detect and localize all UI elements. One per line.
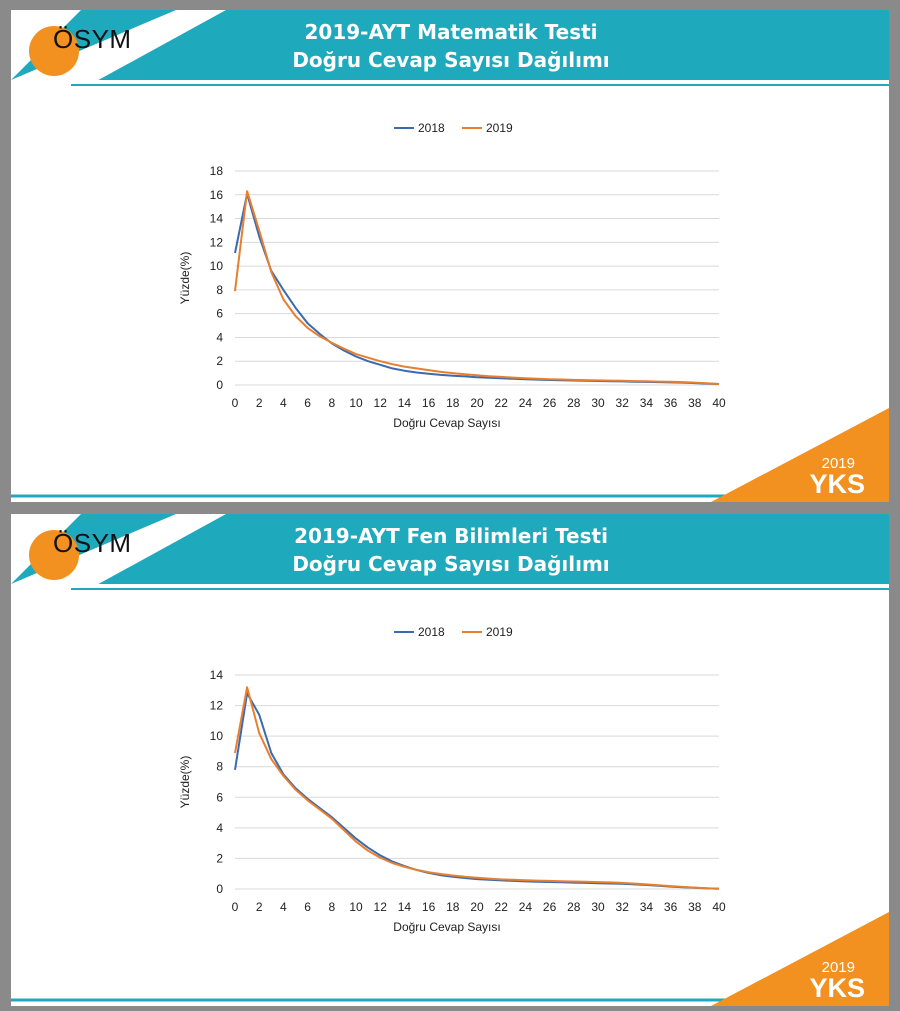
- y-tick-label: 4: [216, 821, 223, 835]
- x-tick-label: 26: [543, 900, 557, 914]
- x-tick-label: 14: [398, 396, 412, 410]
- x-tick-label: 34: [640, 396, 654, 410]
- osym-logo-circle: [29, 530, 79, 580]
- x-tick-label: 36: [664, 396, 678, 410]
- y-tick-label: 2: [216, 851, 223, 865]
- x-tick-label: 18: [446, 900, 460, 914]
- y-tick-label: 16: [210, 188, 224, 202]
- x-tick-label: 14: [398, 900, 412, 914]
- header-teal-band: [11, 514, 889, 584]
- legend-label-2019: 2019: [486, 121, 513, 135]
- x-tick-label: 12: [374, 396, 388, 410]
- x-tick-label: 40: [712, 900, 726, 914]
- y-tick-label: 6: [216, 790, 223, 804]
- x-tick-label: 22: [495, 900, 509, 914]
- x-tick-label: 22: [495, 396, 509, 410]
- x-tick-label: 12: [374, 900, 388, 914]
- x-tick-label: 2: [256, 396, 263, 410]
- x-tick-label: 16: [422, 900, 436, 914]
- title-line-2: Doğru Cevap Sayısı Dağılımı: [292, 552, 610, 576]
- legend-label-2019: 2019: [486, 625, 513, 639]
- x-axis-label: Doğru Cevap Sayısı: [393, 920, 500, 934]
- header-white-wedge: [11, 514, 226, 632]
- x-tick-label: 20: [470, 900, 484, 914]
- y-tick-label: 4: [216, 330, 223, 344]
- x-tick-label: 0: [232, 900, 239, 914]
- title-line-2: Doğru Cevap Sayısı Dağılımı: [292, 48, 610, 72]
- x-tick-label: 24: [519, 900, 533, 914]
- x-tick-label: 10: [349, 396, 363, 410]
- x-tick-label: 2: [256, 900, 263, 914]
- x-tick-label: 8: [328, 900, 335, 914]
- x-tick-label: 20: [470, 396, 484, 410]
- x-tick-label: 32: [616, 396, 630, 410]
- x-tick-label: 38: [688, 396, 702, 410]
- y-axis-label: Yüzde(%): [178, 252, 192, 305]
- yks-year-badge: 2019: [821, 959, 855, 976]
- slide-matematik: ÖSYM 2019-AYT Matematik Testi Doğru Ceva…: [11, 10, 889, 502]
- slide-title: 2019-AYT Fen Bilimleri Testi Doğru Cevap…: [211, 522, 691, 578]
- x-tick-label: 28: [567, 900, 581, 914]
- x-tick-label: 30: [591, 900, 605, 914]
- x-tick-label: 6: [304, 900, 311, 914]
- x-tick-label: 4: [280, 396, 287, 410]
- legend-label-2018: 2018: [418, 625, 445, 639]
- x-tick-label: 4: [280, 900, 287, 914]
- yks-name-badge: YKS: [809, 973, 865, 1003]
- x-tick-label: 28: [567, 396, 581, 410]
- x-tick-label: 8: [328, 396, 335, 410]
- series-line-2019: [234, 686, 720, 890]
- header-white-wedge: [11, 10, 226, 128]
- x-tick-label: 16: [422, 396, 436, 410]
- series-line-2018: [234, 192, 720, 385]
- x-tick-label: 18: [446, 396, 460, 410]
- x-tick-label: 38: [688, 900, 702, 914]
- y-tick-label: 14: [210, 668, 224, 682]
- y-tick-label: 8: [216, 283, 223, 297]
- y-axis-label: Yüzde(%): [178, 756, 192, 809]
- x-tick-label: 30: [591, 396, 605, 410]
- osym-logo-text: ÖSYM: [53, 24, 132, 54]
- title-line-1: 2019-AYT Fen Bilimleri Testi: [294, 524, 608, 548]
- series-line-2019: [234, 190, 720, 385]
- y-tick-label: 10: [210, 729, 224, 743]
- y-tick-label: 6: [216, 307, 223, 321]
- y-tick-label: 12: [210, 699, 224, 713]
- title-line-1: 2019-AYT Matematik Testi: [304, 20, 598, 44]
- slide-background: [11, 10, 889, 502]
- y-tick-label: 18: [210, 164, 224, 178]
- x-tick-label: 10: [349, 900, 363, 914]
- slide-background: [11, 514, 889, 1006]
- yks-year-badge: 2019: [821, 455, 855, 472]
- x-tick-label: 26: [543, 396, 557, 410]
- series-line-2018: [234, 692, 720, 890]
- header-teal-band: [11, 10, 889, 80]
- footer-orange-corner: [711, 408, 889, 502]
- x-tick-label: 40: [712, 396, 726, 410]
- slide-title: 2019-AYT Matematik Testi Doğru Cevap Say…: [211, 18, 691, 74]
- slide-fen: ÖSYM 2019-AYT Fen Bilimleri Testi Doğru …: [11, 514, 889, 1006]
- yks-name-badge: YKS: [809, 469, 865, 499]
- x-tick-label: 34: [640, 900, 654, 914]
- x-tick-label: 6: [304, 396, 311, 410]
- y-tick-label: 0: [216, 882, 223, 896]
- y-tick-label: 0: [216, 378, 223, 392]
- x-tick-label: 24: [519, 396, 533, 410]
- y-tick-label: 8: [216, 760, 223, 774]
- x-axis-label: Doğru Cevap Sayısı: [393, 416, 500, 430]
- x-tick-label: 32: [616, 900, 630, 914]
- osym-logo-text: ÖSYM: [53, 528, 132, 558]
- y-tick-label: 12: [210, 235, 224, 249]
- x-tick-label: 36: [664, 900, 678, 914]
- osym-logo-circle: [29, 26, 79, 76]
- y-tick-label: 14: [210, 212, 224, 226]
- y-tick-label: 2: [216, 354, 223, 368]
- x-tick-label: 0: [232, 396, 239, 410]
- y-tick-label: 10: [210, 259, 224, 273]
- legend-label-2018: 2018: [418, 121, 445, 135]
- footer-orange-corner: [711, 912, 889, 1006]
